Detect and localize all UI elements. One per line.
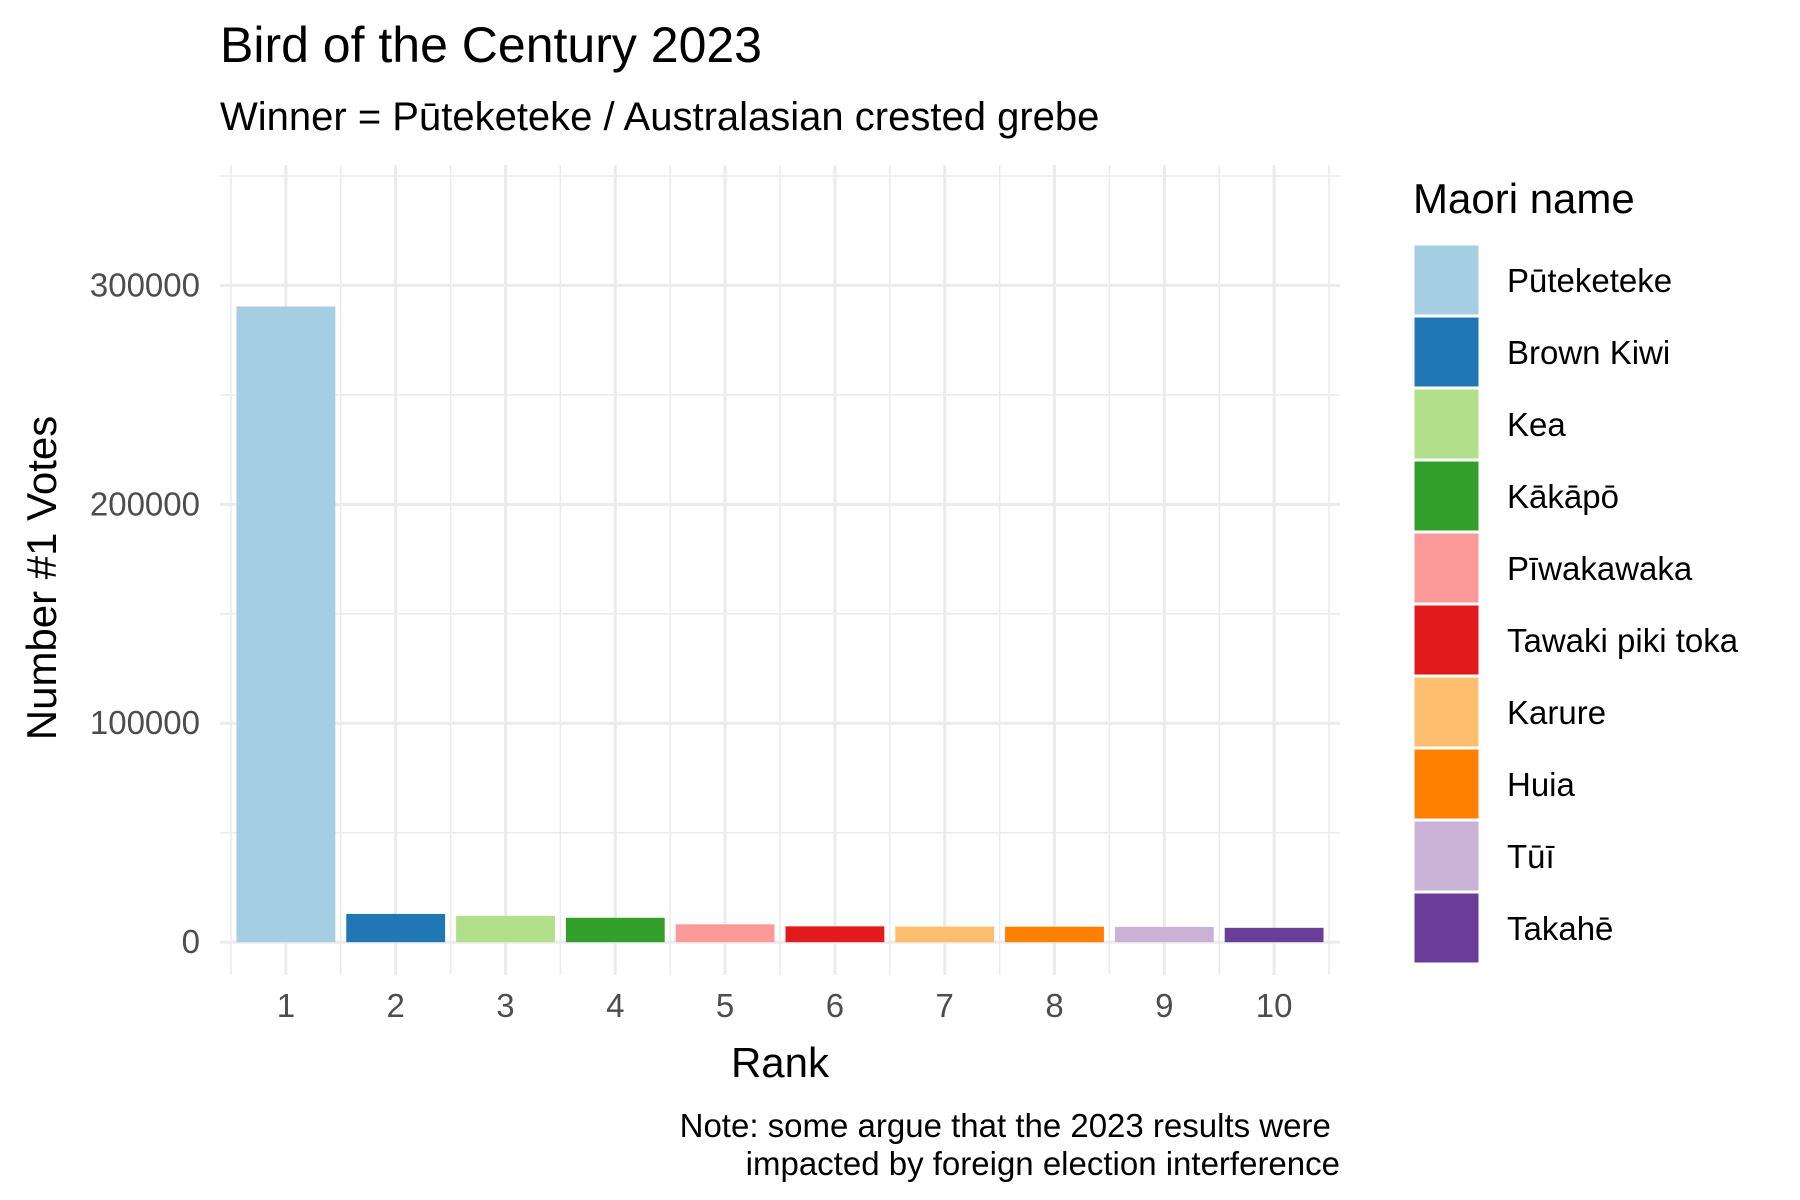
x-tick-label: 9 bbox=[1155, 987, 1173, 1024]
y-axis-ticks: 0 100000 200000 300000 bbox=[90, 266, 200, 960]
bar-rank-9 bbox=[1114, 926, 1214, 943]
legend-key bbox=[1411, 458, 1482, 534]
bar-rank-5 bbox=[675, 924, 775, 943]
legend-label: Tawaki piki toka bbox=[1507, 622, 1739, 659]
legend-key bbox=[1411, 674, 1482, 750]
legend-key bbox=[1411, 314, 1482, 390]
bar-rank-1 bbox=[236, 306, 336, 943]
x-tick-label: 1 bbox=[277, 987, 295, 1024]
bar-rank-10 bbox=[1224, 927, 1324, 943]
caption-line-2: impacted by foreign election interferenc… bbox=[746, 1145, 1340, 1182]
legend-label: Tūī bbox=[1507, 838, 1556, 875]
chart-subtitle: Winner = Pūteketeke / Australasian crest… bbox=[220, 95, 1099, 139]
legend: Pūteketeke Brown Kiwi Kea Kākāpō Pīwakawaka T… bbox=[1411, 242, 1739, 966]
x-tick-label: 8 bbox=[1045, 987, 1063, 1024]
legend-key bbox=[1411, 386, 1482, 462]
x-tick-label: 5 bbox=[716, 987, 734, 1024]
bar-rank-7 bbox=[895, 926, 995, 943]
legend-label: Kākāpō bbox=[1507, 478, 1619, 515]
y-tick-label: 200000 bbox=[90, 485, 200, 522]
y-tick-label: 100000 bbox=[90, 704, 200, 741]
x-tick-label: 10 bbox=[1256, 987, 1293, 1024]
y-tick-label: 300000 bbox=[90, 266, 200, 303]
x-axis-ticks: 1 2 3 4 5 6 7 8 9 10 bbox=[277, 987, 1293, 1024]
x-tick-label: 6 bbox=[826, 987, 844, 1024]
legend-key bbox=[1411, 746, 1482, 822]
x-tick-label: 4 bbox=[606, 987, 624, 1024]
legend-label: Takahē bbox=[1507, 910, 1613, 947]
bar-rank-6 bbox=[785, 926, 885, 943]
bar-rank-3 bbox=[456, 915, 555, 943]
legend-key bbox=[1411, 602, 1482, 678]
legend-key bbox=[1411, 818, 1482, 894]
legend-label: Kea bbox=[1507, 406, 1566, 443]
y-axis-title: Number #1 Votes bbox=[18, 416, 65, 741]
chart-title: Bird of the Century 2023 bbox=[220, 17, 762, 73]
legend-label: Pīwakawaka bbox=[1507, 550, 1693, 587]
legend-key bbox=[1411, 890, 1482, 966]
legend-label: Huia bbox=[1507, 766, 1576, 803]
caption-line-1: Note: some argue that the 2023 results w… bbox=[680, 1107, 1340, 1144]
y-tick-label: 0 bbox=[182, 923, 200, 960]
legend-label: Brown Kiwi bbox=[1507, 334, 1670, 371]
legend-key bbox=[1411, 530, 1482, 606]
x-tick-label: 2 bbox=[387, 987, 405, 1024]
bar-rank-4 bbox=[565, 917, 665, 943]
legend-key bbox=[1411, 242, 1482, 318]
x-tick-label: 3 bbox=[496, 987, 514, 1024]
x-tick-label: 7 bbox=[936, 987, 954, 1024]
legend-label: Pūteketeke bbox=[1507, 262, 1672, 299]
grid-lines bbox=[220, 165, 1340, 975]
bars bbox=[236, 306, 1324, 943]
bar-rank-8 bbox=[1005, 926, 1104, 943]
legend-label: Karure bbox=[1507, 694, 1606, 731]
x-axis-title: Rank bbox=[731, 1039, 830, 1086]
legend-title: Maori name bbox=[1413, 175, 1635, 222]
bar-rank-2 bbox=[346, 913, 446, 943]
